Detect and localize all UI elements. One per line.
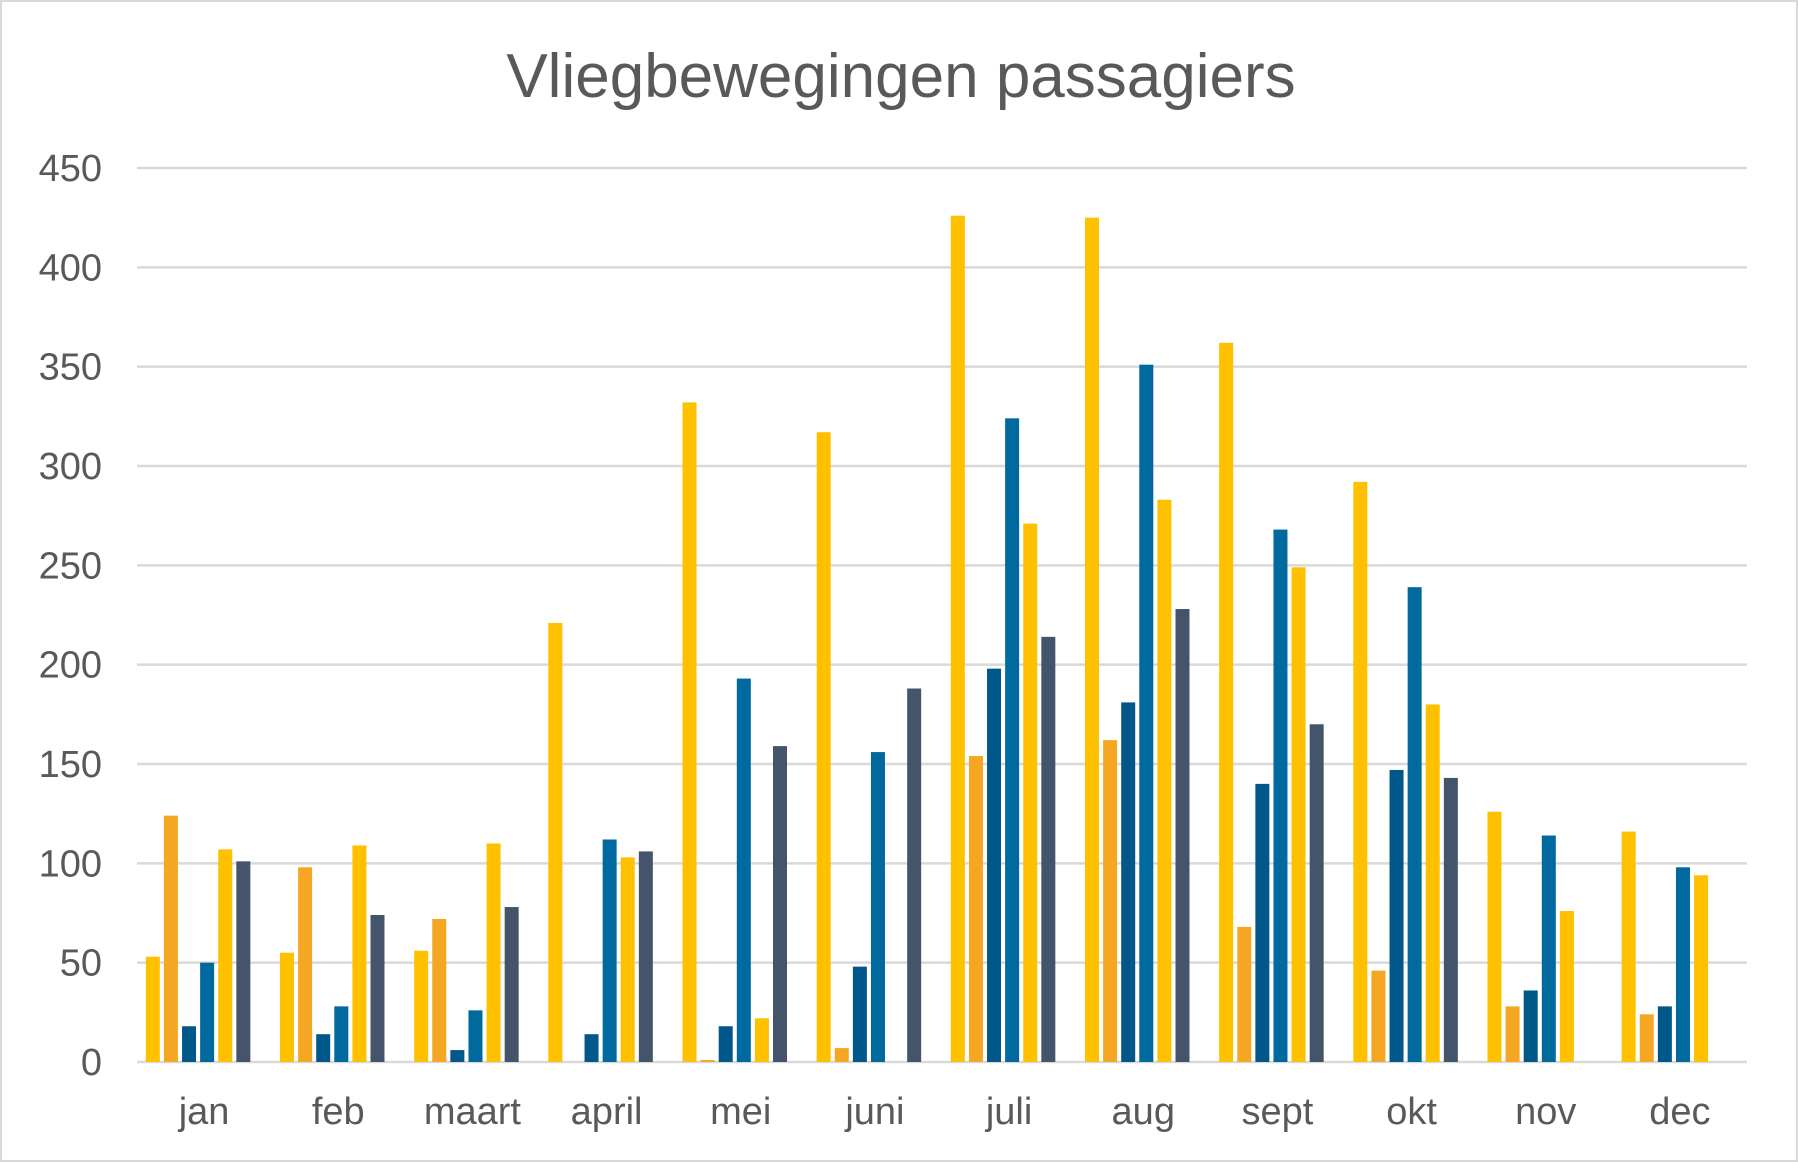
bar-jan-series-3 [182, 1026, 197, 1062]
x-tick-label-sept: sept [1242, 1091, 1314, 1133]
x-tick-label-jan: jan [178, 1091, 230, 1133]
bar-okt-series-6 [1443, 777, 1458, 1062]
bar-maart-series-6 [504, 907, 519, 1062]
bar-sept-series-6 [1309, 724, 1324, 1062]
bar-jan-series-5 [218, 849, 233, 1062]
bar-juni-series-4 [870, 752, 885, 1062]
bar-sept-series-4 [1273, 529, 1288, 1062]
bar-april-series-6 [638, 851, 653, 1062]
y-tick-label: 100 [39, 843, 102, 885]
bar-mei-series-3 [718, 1026, 733, 1062]
bar-mei-series-4 [736, 678, 751, 1062]
bar-aug-series-1 [1085, 217, 1099, 1062]
x-tick-label-dec: dec [1649, 1091, 1710, 1133]
bar-feb-series-2 [298, 867, 313, 1062]
bar-maart-series-2 [432, 918, 447, 1062]
bar-aug-series-2 [1103, 740, 1118, 1062]
bar-maart-series-4 [468, 1010, 483, 1062]
bar-aug-series-6 [1175, 609, 1190, 1062]
bars [145, 215, 1709, 1063]
bar-feb-series-6 [370, 914, 385, 1062]
bar-mei-series-6 [773, 746, 787, 1062]
bar-okt-series-1 [1353, 481, 1368, 1063]
x-axis-tick-labels: jan feb maart april mei juni juli aug sept okt nov… [178, 1091, 1711, 1133]
bar-feb-series-1 [280, 952, 294, 1062]
bar-juli-series-6 [1041, 636, 1056, 1062]
bar-mei-series-1 [682, 402, 697, 1063]
bar-maart-series-1 [414, 950, 429, 1062]
bar-juli-series-3 [987, 668, 1002, 1062]
bar-juli-series-2 [968, 756, 983, 1062]
bar-okt-series-3 [1389, 769, 1404, 1062]
x-tick-label-aug: aug [1112, 1091, 1175, 1133]
bar-jan-series-2 [163, 815, 178, 1062]
bar-juni-series-6 [907, 688, 922, 1062]
y-tick-label: 400 [39, 247, 102, 289]
bar-aug-series-3 [1121, 702, 1136, 1062]
y-tick-label: 350 [39, 347, 102, 389]
bar-feb-series-3 [316, 1034, 331, 1062]
y-tick-label: 0 [81, 1042, 102, 1084]
bar-dec-series-1 [1621, 831, 1636, 1062]
y-tick-label: 150 [39, 744, 102, 786]
bar-dec-series-5 [1694, 875, 1709, 1062]
y-axis-tick-labels: 0 50 100 150 200 250 300 350 400 450 [39, 148, 102, 1084]
chart-title: Vliegbewegingen passagiers [506, 42, 1295, 111]
y-tick-label: 250 [39, 545, 102, 587]
bar-sept-series-5 [1291, 567, 1306, 1062]
bar-juli-series-5 [1023, 523, 1038, 1062]
bar-nov-series-3 [1523, 990, 1538, 1062]
bar-aug-series-4 [1139, 364, 1154, 1062]
bar-okt-series-4 [1407, 587, 1422, 1062]
bar-april-series-3 [584, 1034, 599, 1062]
bar-maart-series-3 [450, 1050, 465, 1062]
bar-juli-series-1 [950, 215, 965, 1062]
x-tick-label-mei: mei [710, 1091, 771, 1133]
bar-sept-series-3 [1255, 783, 1270, 1062]
bar-april-series-5 [620, 857, 635, 1062]
bar-aug-series-5 [1157, 499, 1172, 1063]
bar-april-series-4 [602, 839, 617, 1062]
bar-mei-series-5 [754, 1018, 769, 1062]
x-tick-label-juni: juni [844, 1091, 904, 1133]
y-tick-label: 50 [60, 943, 102, 985]
bar-nov-series-4 [1541, 835, 1556, 1062]
gridlines [137, 166, 1747, 1064]
bar-mei-series-2 [700, 1060, 715, 1062]
bar-sept-series-2 [1237, 926, 1252, 1062]
x-tick-label-april: april [571, 1091, 643, 1133]
bar-juni-series-1 [816, 432, 831, 1062]
x-tick-label-okt: okt [1386, 1091, 1437, 1133]
y-tick-label: 200 [39, 645, 102, 687]
y-tick-label: 300 [39, 446, 102, 488]
y-tick-label: 450 [39, 148, 102, 190]
x-tick-label-juli: juli [985, 1091, 1032, 1133]
bar-juni-series-3 [852, 966, 867, 1062]
bar-maart-series-5 [486, 843, 501, 1062]
bar-dec-series-3 [1657, 1006, 1672, 1062]
x-tick-label-feb: feb [312, 1091, 365, 1133]
bar-nov-series-5 [1559, 911, 1574, 1062]
bar-okt-series-5 [1425, 704, 1440, 1062]
bar-jan-series-6 [236, 861, 251, 1062]
bar-feb-series-4 [334, 1006, 349, 1062]
x-tick-label-nov: nov [1515, 1091, 1576, 1133]
bar-feb-series-5 [352, 845, 367, 1062]
bar-jan-series-1 [145, 956, 160, 1062]
bar-jan-series-4 [200, 962, 215, 1062]
x-tick-label-maart: maart [424, 1091, 522, 1133]
bar-april-series-1 [548, 622, 563, 1062]
bar-dec-series-2 [1639, 1014, 1654, 1062]
bar-juli-series-4 [1005, 418, 1020, 1062]
bar-sept-series-1 [1219, 342, 1234, 1062]
bar-juni-series-2 [834, 1048, 849, 1062]
bar-okt-series-2 [1371, 970, 1386, 1062]
bar-nov-series-2 [1505, 1006, 1520, 1062]
bar-dec-series-4 [1675, 867, 1690, 1062]
bar-nov-series-1 [1487, 811, 1502, 1062]
